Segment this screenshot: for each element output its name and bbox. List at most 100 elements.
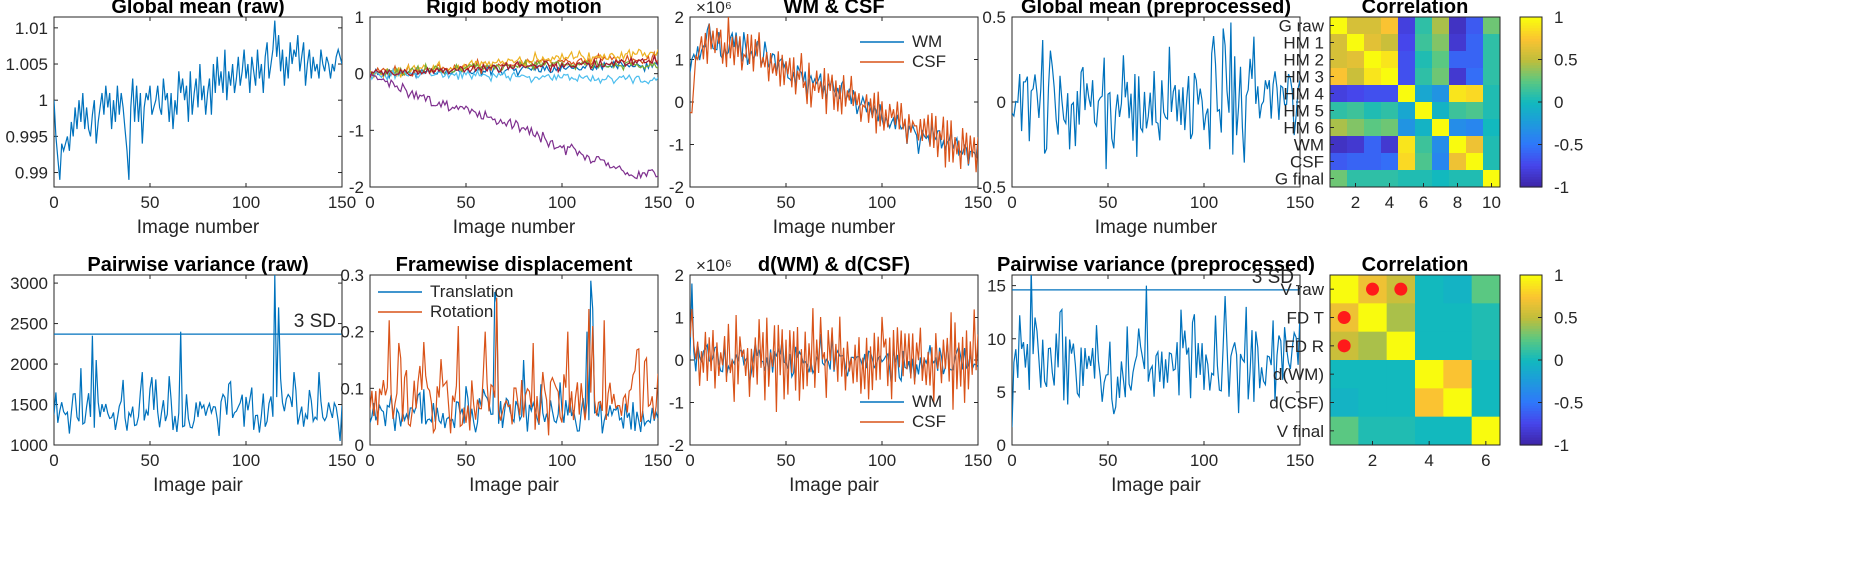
- p9-ytick-label: 0: [997, 436, 1006, 455]
- heatmap-cell: [1466, 85, 1484, 103]
- heatmap-cell: [1449, 102, 1467, 120]
- heatmap-cell: [1483, 85, 1501, 103]
- p2-xtick-label: 0: [365, 193, 374, 212]
- heatmap-cell: [1415, 360, 1444, 389]
- p8-xtick-label: 50: [777, 451, 796, 470]
- heatmap-cell: [1432, 85, 1450, 103]
- heatmap-cell: [1483, 34, 1501, 52]
- significance-marker: [1394, 282, 1408, 296]
- p3-xtick-label: 150: [964, 193, 992, 212]
- p6-ytick-label: 2500: [10, 315, 48, 334]
- p8-xtick-label: 0: [685, 451, 694, 470]
- heatmap-cell: [1347, 85, 1365, 103]
- row-label: HM 4: [1283, 85, 1324, 104]
- heatmap-cell: [1386, 416, 1416, 446]
- legend-label: WM: [912, 392, 942, 411]
- heatmap-cell: [1466, 119, 1484, 137]
- p3-ytick-label: 0: [675, 93, 684, 112]
- heatmap-cell: [1432, 51, 1450, 69]
- heatmap-cell: [1466, 136, 1484, 154]
- p9-xtick-label: 0: [1007, 451, 1016, 470]
- p1-xtick-label: 100: [232, 193, 260, 212]
- legend-label: Translation: [430, 282, 513, 301]
- heatmap-cell: [1364, 68, 1382, 86]
- p5-title: Correlation: [1362, 0, 1469, 18]
- heatmap-cell: [1398, 17, 1416, 35]
- heatmap-cell: [1398, 153, 1416, 171]
- p3-xtick-label: 0: [685, 193, 694, 212]
- p2-series-5: [370, 54, 658, 79]
- p3-xtick-label: 50: [777, 193, 796, 212]
- p4-ytick-label: 0.5: [982, 8, 1006, 27]
- p1-ytick-label: 0.99: [15, 164, 48, 183]
- colorbar-tick-label: -1: [1554, 178, 1569, 197]
- p2-xtick-label: 150: [644, 193, 672, 212]
- p1-ytick-label: 1: [39, 91, 48, 110]
- heatmap-cell: [1443, 275, 1473, 304]
- row-label: d(CSF): [1269, 394, 1324, 413]
- row-label: d(WM): [1273, 365, 1324, 384]
- p2-ytick-label: -1: [349, 121, 364, 140]
- heatmap-cell: [1415, 416, 1444, 446]
- p8-xtick-label: 150: [964, 451, 992, 470]
- col-tick-label: 6: [1419, 193, 1428, 212]
- heatmap-cell: [1381, 153, 1399, 171]
- heatmap-cell: [1398, 119, 1416, 137]
- colorbar-tick-label: -1: [1554, 436, 1569, 455]
- p3-panel: WM & CSF Image number 0 50 100 150 -2 -1 0 1 2 ×10⁶…: [669, 0, 992, 238]
- heatmap-cell: [1364, 102, 1382, 120]
- p9-threshold-label: 3 SD: [1252, 267, 1294, 288]
- heatmap-cell: [1415, 51, 1433, 69]
- p4-ytick-label: -0.5: [977, 178, 1006, 197]
- heatmap-cell: [1364, 153, 1382, 171]
- heatmap-cell: [1347, 51, 1365, 69]
- heatmap-cell: [1449, 34, 1467, 52]
- heatmap-cell: [1330, 17, 1348, 35]
- col-tick-label: 10: [1482, 193, 1501, 212]
- heatmap-cell: [1398, 34, 1416, 52]
- heatmap-cell: [1347, 102, 1365, 120]
- p6-xtick-label: 100: [232, 451, 260, 470]
- p9-series-0: [1012, 275, 1300, 428]
- p9-xtick-label: 50: [1099, 451, 1118, 470]
- p1-ytick-label: 1.005: [5, 55, 48, 74]
- heatmap-cell: [1432, 119, 1450, 137]
- heatmap-cell: [1330, 51, 1348, 69]
- heatmap-cell: [1432, 136, 1450, 154]
- p7-series-translation: [370, 280, 658, 434]
- heatmap-cell: [1364, 51, 1382, 69]
- p9-xlabel: Image pair: [1111, 475, 1201, 496]
- heatmap-cell: [1381, 17, 1399, 35]
- p9-panel: Pairwise variance (preprocessed) Image pa…: [987, 254, 1315, 496]
- heatmap-cell: [1386, 303, 1416, 333]
- p3-xtick-label: 100: [868, 193, 896, 212]
- heatmap-cell: [1432, 17, 1450, 35]
- heatmap-cell: [1449, 85, 1467, 103]
- heatmap-cell: [1466, 102, 1484, 120]
- heatmap-cell: [1415, 153, 1433, 171]
- legend-label: CSF: [912, 52, 946, 71]
- row-label: V raw: [1281, 280, 1325, 299]
- heatmap-cell: [1483, 102, 1501, 120]
- heatmap-cell: [1330, 416, 1359, 446]
- heatmap-cell: [1347, 119, 1365, 137]
- colorbar-tick-label: 1: [1554, 8, 1563, 27]
- p7-title: Framewise displacement: [396, 254, 633, 276]
- heatmap-cell: [1483, 153, 1501, 171]
- heatmap-cell: [1466, 17, 1484, 35]
- p6-title: Pairwise variance (raw): [87, 254, 308, 276]
- p2-series-2: [370, 48, 658, 79]
- p9-title: Pairwise variance (preprocessed): [997, 254, 1315, 276]
- p7-series-rotation: [370, 297, 658, 436]
- p6-ytick-label: 3000: [10, 274, 48, 293]
- p3-ytick-label: -1: [669, 136, 684, 155]
- heatmap-cell: [1381, 85, 1399, 103]
- p4-title: Global mean (preprocessed): [1021, 0, 1291, 18]
- heatmap-cell: [1449, 68, 1467, 86]
- heatmap-cell: [1330, 68, 1348, 86]
- row-label: HM 1: [1283, 34, 1324, 53]
- p7-xtick-label: 50: [457, 451, 476, 470]
- p3-exponent: ×10⁶: [696, 0, 732, 17]
